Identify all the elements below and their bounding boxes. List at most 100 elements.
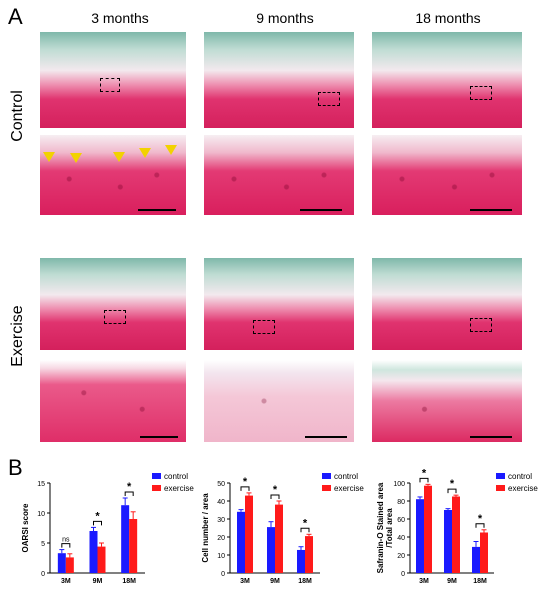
- column-header-9-months: 9 months: [256, 10, 314, 26]
- legend-swatch-control: [496, 473, 505, 479]
- scale-bar: [300, 209, 342, 211]
- arrowhead-marker: [165, 145, 177, 155]
- bar-control: [57, 553, 66, 573]
- significance-bracket: [61, 543, 71, 548]
- significance-label: *: [243, 476, 248, 488]
- y-axis-label: Safranin-O Stained area: [376, 482, 385, 573]
- histology-control-9m-low: [204, 32, 354, 128]
- histology-control-3m-high: [40, 135, 186, 215]
- arrowhead-marker: [70, 153, 82, 163]
- histology-exercise-3m-high: [40, 360, 186, 442]
- x-tick-label: 18M: [122, 578, 136, 585]
- bar-exercise: [424, 485, 432, 573]
- arrowhead-marker: [139, 148, 151, 158]
- significance-label: *: [95, 510, 100, 522]
- roi-box: [470, 86, 492, 100]
- bar-exercise: [97, 546, 106, 573]
- scale-bar: [470, 209, 512, 211]
- y-axis-label: OARSI score: [21, 503, 30, 552]
- x-tick-label: 9M: [93, 578, 103, 585]
- column-header-18-months: 18 months: [415, 10, 481, 26]
- cell-number-chart: 0 10 20 30 40 50 Cell number / area * 3M * 9M * 18M c…: [201, 472, 364, 585]
- significance-bracket: [447, 488, 457, 494]
- bar-control: [89, 531, 98, 573]
- histology-control-9m-high: [204, 135, 354, 215]
- bar-control: [472, 546, 480, 573]
- column-header-3-months: 3 months: [91, 10, 149, 26]
- bar-control: [267, 527, 275, 573]
- x-tick-label: 18M: [473, 578, 487, 585]
- y-tick-label: 40: [397, 535, 405, 542]
- scale-bar: [305, 436, 347, 438]
- bar-control: [121, 505, 130, 573]
- significance-label: *: [450, 478, 455, 490]
- significance-bracket: [300, 527, 310, 533]
- legend-label-control: control: [164, 472, 188, 481]
- x-tick-label: 9M: [270, 578, 280, 585]
- y-tick-label: 60: [397, 517, 405, 524]
- significance-bracket: [270, 494, 280, 499]
- y-tick-label: 5: [41, 541, 45, 548]
- scale-bar: [140, 436, 178, 438]
- bar-exercise: [275, 504, 283, 573]
- bar-control: [444, 510, 452, 573]
- legend-swatch-exercise: [496, 485, 505, 491]
- bar-control: [297, 549, 305, 573]
- legend-label-exercise: exercise: [164, 484, 194, 493]
- y-tick-label: 20: [397, 553, 405, 560]
- histology-exercise-9m-high: [204, 360, 354, 442]
- legend-label-control: control: [334, 472, 358, 481]
- histology-exercise-18m-high: [372, 360, 522, 442]
- histology-exercise-3m-low: [40, 258, 186, 350]
- bar-exercise: [480, 532, 488, 573]
- arrowhead-marker: [113, 152, 125, 162]
- roi-box: [470, 318, 492, 332]
- bar-exercise: [129, 519, 138, 573]
- row-label-control: Control: [9, 90, 26, 142]
- significance-bracket: [475, 523, 485, 528]
- panel-a-letter: A: [8, 4, 23, 29]
- arrowhead-marker: [43, 152, 55, 162]
- scale-bar: [470, 436, 512, 438]
- legend-swatch-control: [322, 473, 331, 479]
- significance-label: *: [127, 481, 132, 493]
- x-tick-label: 9M: [447, 578, 457, 585]
- roi-box: [100, 78, 120, 92]
- significance-label: *: [273, 484, 278, 496]
- y-tick-label: 0: [401, 571, 405, 578]
- histology-control-3m-low: [40, 32, 186, 128]
- significance-bracket: [419, 477, 429, 483]
- x-tick-label: 3M: [419, 578, 429, 585]
- y-tick-label: 40: [217, 499, 225, 506]
- roi-box: [253, 320, 275, 334]
- legend-swatch-exercise: [322, 485, 331, 491]
- bar-control: [237, 511, 245, 573]
- significance-label: ns: [62, 537, 70, 544]
- row-label-exercise: Exercise: [9, 305, 26, 367]
- safranin-o-chart: 0 20 40 60 80 100 Safranin-O Stained area/Tota…: [376, 467, 538, 585]
- y-tick-label: 15: [37, 481, 45, 488]
- histology-control-18m-high: [372, 135, 522, 215]
- y-tick-label: 30: [217, 517, 225, 524]
- significance-label: *: [478, 513, 483, 525]
- bar-control: [416, 499, 424, 573]
- histology-exercise-9m-low: [204, 258, 354, 350]
- significance-bracket: [240, 486, 250, 491]
- y-tick-label: 0: [221, 571, 225, 578]
- bar-exercise: [452, 496, 460, 573]
- legend-swatch-exercise: [152, 485, 161, 491]
- significance-label: *: [422, 467, 427, 479]
- significance-bracket: [93, 520, 102, 526]
- y-tick-label: 10: [37, 511, 45, 518]
- x-tick-label: 18M: [298, 578, 312, 585]
- y-tick-label: 0: [41, 571, 45, 578]
- y-tick-label: 80: [397, 499, 405, 506]
- histology-control-18m-low: [372, 32, 522, 128]
- bar-exercise: [65, 557, 74, 573]
- legend-label-exercise: exercise: [508, 484, 538, 493]
- scale-bar: [138, 209, 176, 211]
- y-axis-label: /Total area: [385, 508, 394, 548]
- x-tick-label: 3M: [240, 578, 250, 585]
- roi-box: [104, 310, 126, 324]
- y-tick-label: 100: [393, 481, 405, 488]
